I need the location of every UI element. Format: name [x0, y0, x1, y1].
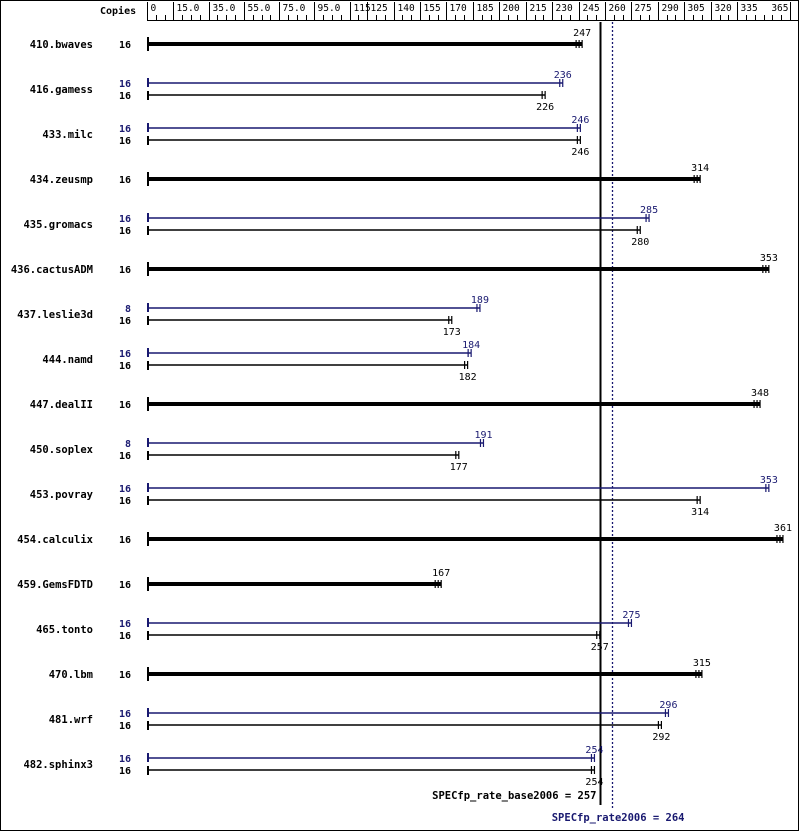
- copies-peak: 16: [119, 619, 131, 630]
- peak-value-label: 236: [554, 70, 572, 81]
- copies-peak: 16: [119, 349, 131, 360]
- base-value-label: 173: [443, 327, 461, 338]
- benchmark-label: 434.zeusmp: [30, 174, 93, 186]
- copies-base: 16: [119, 766, 131, 777]
- x-tick-label: 215: [530, 3, 547, 14]
- benchmark-label: 450.soplex: [30, 444, 94, 456]
- base-value-label: 361: [774, 523, 792, 534]
- x-tick-label: 275: [635, 3, 652, 14]
- x-tick-label: 55.0: [248, 3, 271, 14]
- benchmark-label: 459.GemsFDTD: [17, 579, 93, 591]
- ref-label-peak: SPECfp_rate2006 = 264: [552, 812, 685, 824]
- copies-header: Copies: [100, 5, 136, 17]
- benchmark-label: 470.lbm: [49, 669, 93, 681]
- ref-label-base: SPECfp_rate_base2006 = 257: [432, 790, 596, 802]
- peak-value-label: 285: [640, 205, 658, 216]
- base-value-label: 247: [573, 28, 591, 39]
- x-tick-label: 365: [771, 3, 788, 14]
- benchmark-label: 436.cactusADM: [11, 264, 93, 276]
- copies-peak: 8: [125, 304, 131, 315]
- copies-base: 16: [119, 451, 131, 462]
- x-tick-label: 125: [371, 3, 388, 14]
- benchmark-label: 481.wrf: [49, 714, 93, 726]
- copies-peak: 16: [119, 484, 131, 495]
- copies-base: 16: [119, 721, 131, 732]
- base-value-label: 314: [691, 163, 709, 174]
- benchmark-label: 435.gromacs: [23, 219, 93, 231]
- x-tick-label: 170: [450, 3, 467, 14]
- base-value-label: 254: [585, 777, 603, 788]
- x-tick-label: 230: [556, 3, 573, 14]
- copies-base: 16: [119, 631, 131, 642]
- copies-peak: 16: [119, 124, 131, 135]
- peak-value-label: 275: [622, 610, 640, 621]
- x-tick-label: 115: [354, 3, 371, 14]
- benchmark-label: 444.namd: [42, 354, 93, 366]
- copies-base: 16: [119, 40, 131, 51]
- peak-value-label: 189: [471, 295, 489, 306]
- base-value-label: 182: [459, 372, 477, 383]
- copies-base: 16: [119, 265, 131, 276]
- x-tick-label: 335: [741, 3, 758, 14]
- copies-base: 16: [119, 535, 131, 546]
- base-value-label: 314: [691, 507, 709, 518]
- benchmark-label: 447.dealII: [30, 399, 93, 411]
- x-tick-label: 155: [424, 3, 441, 14]
- copies-peak: 16: [119, 754, 131, 765]
- benchmark-label: 482.sphinx3: [23, 759, 93, 771]
- peak-value-label: 191: [474, 430, 492, 441]
- copies-base: 16: [119, 496, 131, 507]
- x-tick-label: 140: [398, 3, 415, 14]
- copies-peak: 16: [119, 709, 131, 720]
- benchmark-label: 465.tonto: [36, 624, 93, 636]
- copies-peak: 16: [119, 214, 131, 225]
- copies-base: 16: [119, 580, 131, 591]
- base-value-label: 353: [760, 253, 778, 264]
- x-tick-label: 290: [662, 3, 679, 14]
- copies-peak: 16: [119, 79, 131, 90]
- base-value-label: 246: [571, 147, 589, 158]
- x-tick-label: 185: [477, 3, 494, 14]
- base-value-label: 280: [631, 237, 649, 248]
- benchmark-label: 410.bwaves: [30, 39, 93, 51]
- copies-base: 16: [119, 136, 131, 147]
- copies-base: 16: [119, 175, 131, 186]
- base-value-label: 315: [693, 658, 711, 669]
- peak-value-label: 254: [585, 745, 603, 756]
- base-value-label: 292: [652, 732, 670, 743]
- benchmark-label: 416.gamess: [30, 84, 93, 96]
- x-tick-label: 15.0: [177, 3, 200, 14]
- x-tick-label: 0: [151, 3, 157, 14]
- base-value-label: 167: [432, 568, 450, 579]
- x-tick-label: 75.0: [283, 3, 306, 14]
- x-tick-label: 260: [609, 3, 626, 14]
- benchmark-label: 437.leslie3d: [17, 309, 93, 321]
- peak-value-label: 353: [760, 475, 778, 486]
- peak-value-label: 184: [462, 340, 480, 351]
- base-value-label: 177: [450, 462, 468, 473]
- benchmark-label: 454.calculix: [17, 534, 94, 546]
- base-value-label: 257: [591, 642, 609, 653]
- x-tick-label: 245: [583, 3, 600, 14]
- benchmark-label: 433.milc: [42, 129, 93, 141]
- copies-base: 16: [119, 670, 131, 681]
- copies-base: 16: [119, 316, 131, 327]
- benchmark-label: 453.povray: [30, 489, 94, 501]
- x-tick-label: 95.0: [318, 3, 341, 14]
- base-value-label: 348: [751, 388, 769, 399]
- x-tick-label: 320: [715, 3, 732, 14]
- peak-value-label: 246: [571, 115, 589, 126]
- copies-peak: 8: [125, 439, 131, 450]
- x-tick-label: 305: [688, 3, 705, 14]
- copies-base: 16: [119, 226, 131, 237]
- base-value-label: 226: [536, 102, 554, 113]
- copies-base: 16: [119, 361, 131, 372]
- copies-base: 16: [119, 400, 131, 411]
- peak-value-label: 296: [659, 700, 677, 711]
- x-tick-label: 35.0: [213, 3, 236, 14]
- x-tick-label: 200: [503, 3, 520, 14]
- copies-base: 16: [119, 91, 131, 102]
